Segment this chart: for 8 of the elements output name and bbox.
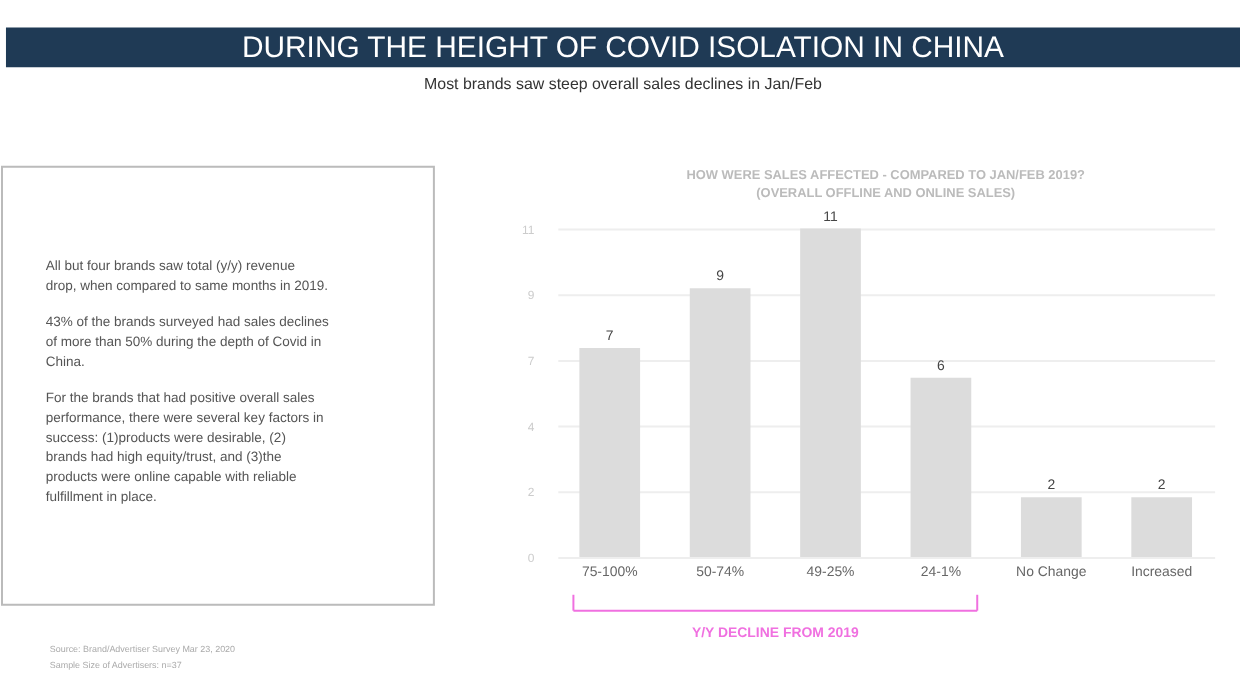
chart-subtitle: Most brands saw steep overall sales declines in Jan/Feb <box>424 75 824 94</box>
bar <box>689 288 751 557</box>
bar <box>800 228 861 557</box>
bar <box>910 377 972 557</box>
chart-title: DURING THE HEIGHT OF COVID ISOLATION IN CHINA <box>242 31 1005 66</box>
bar <box>1020 497 1082 557</box>
bar <box>579 347 641 557</box>
bar <box>1131 497 1193 557</box>
